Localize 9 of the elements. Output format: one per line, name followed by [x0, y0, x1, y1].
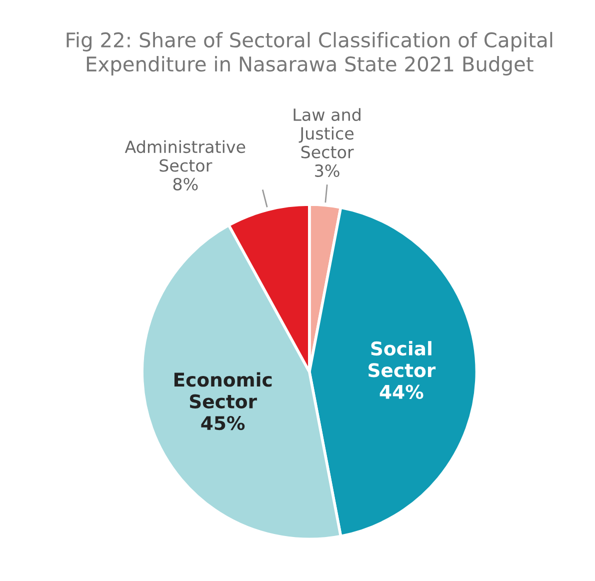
data-label: 8% — [173, 178, 198, 190]
data-label: 3% — [315, 164, 340, 178]
slice-label: Law and Justice Sector — [294, 108, 360, 158]
slice-label: Economic Sector — [174, 372, 272, 408]
chart-title: Fig 22: Share of Sectoral Classification of Capital Expenditure in Nasarawa State 2021 Budget — [66, 32, 552, 76]
data-label: 45% — [201, 416, 245, 430]
data-label: 44% — [380, 384, 424, 399]
slice-label: Administrative Sector — [124, 140, 246, 172]
slice-label: Social Sector — [368, 341, 436, 378]
